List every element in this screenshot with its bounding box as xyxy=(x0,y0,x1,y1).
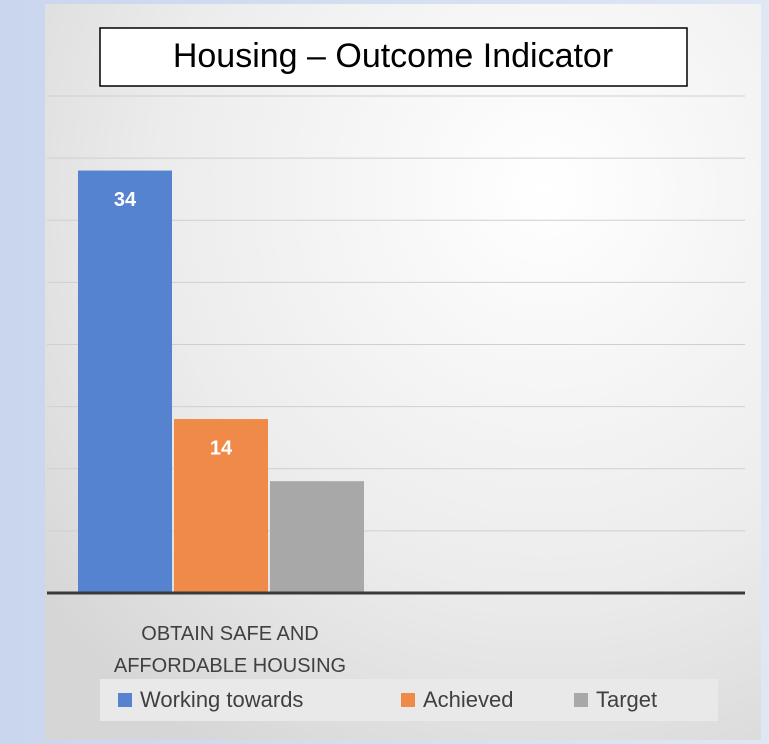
title-box xyxy=(99,27,688,87)
chart-title: Housing – Outcome Indicator xyxy=(173,37,613,75)
bar xyxy=(174,419,268,593)
legend-swatch xyxy=(118,693,132,707)
legend-label: Achieved xyxy=(423,687,514,712)
legend-swatch xyxy=(401,693,415,707)
bar xyxy=(270,481,364,593)
data-label: 14 xyxy=(210,437,233,459)
legend-swatch xyxy=(574,693,588,707)
legend-label: Working towards xyxy=(140,687,303,712)
legend-label: Target xyxy=(596,687,657,712)
x-tick-label: OBTAIN SAFE AND AFFORDABLE HOUSING xyxy=(114,623,346,677)
data-label: 34 xyxy=(114,189,137,211)
bar xyxy=(78,170,172,594)
